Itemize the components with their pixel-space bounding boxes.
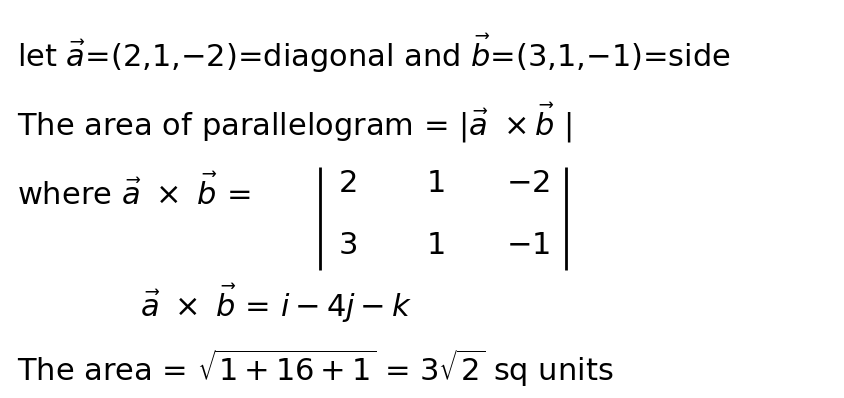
Text: $1$: $1$ xyxy=(426,231,445,260)
Text: $2$: $2$ xyxy=(338,169,356,198)
Text: $-1$: $-1$ xyxy=(506,231,549,260)
Text: $-2$: $-2$ xyxy=(506,169,549,198)
Text: The area of parallelogram = |$\vec{a}\ \times\vec{b}\ $|: The area of parallelogram = |$\vec{a}\ \… xyxy=(17,101,572,145)
Text: let $\vec{a}$=(2,1,$-$2)=diagonal and $\vec{b}$=(3,1,$-$1)=side: let $\vec{a}$=(2,1,$-$2)=diagonal and $\… xyxy=(17,32,731,75)
Text: The area = $\sqrt{1+16+1}$ = 3$\sqrt{2}$ sq units: The area = $\sqrt{1+16+1}$ = 3$\sqrt{2}$… xyxy=(17,347,614,389)
Text: $3$: $3$ xyxy=(338,231,357,260)
Text: $\vec{a}\ \times\ \vec{b}$ = $i-4j-k$: $\vec{a}\ \times\ \vec{b}$ = $i-4j-k$ xyxy=(140,282,412,325)
Text: where $\vec{a}\ \times\ \vec{b}$ =: where $\vec{a}\ \times\ \vec{b}$ = xyxy=(17,174,253,211)
Text: $1$: $1$ xyxy=(426,169,445,198)
